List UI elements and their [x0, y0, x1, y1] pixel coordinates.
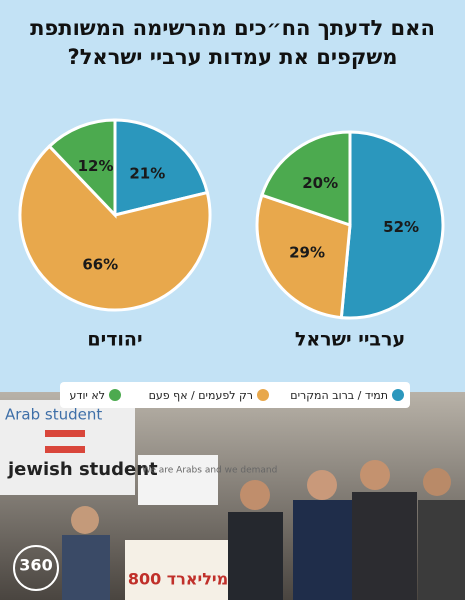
- legend-label: תמיד / ברוב המקרים: [290, 389, 388, 402]
- data-label: 20%: [302, 174, 338, 192]
- person: [360, 460, 390, 490]
- sign-stripe: [45, 446, 85, 453]
- data-label: 21%: [129, 164, 165, 182]
- data-label: 29%: [289, 243, 325, 261]
- legend-swatch: [392, 389, 404, 401]
- data-label: 66%: [82, 256, 118, 274]
- sign-text: 800 מיליארד: [128, 570, 228, 589]
- person: [71, 506, 99, 534]
- pie-slice: [113, 118, 210, 217]
- sign-text: jewish student: [7, 459, 158, 480]
- person: [423, 468, 451, 496]
- person: [418, 500, 465, 600]
- sign: [125, 540, 230, 600]
- sign: [138, 455, 218, 505]
- person: [240, 480, 270, 510]
- sign-text: Arab student: [5, 406, 102, 424]
- pie-slice: [47, 118, 117, 219]
- legend-swatch: [109, 389, 121, 401]
- legend-swatch: [257, 389, 269, 401]
- legend-label: רק לפעמים / אף פעם: [149, 389, 253, 402]
- pie-slice: [18, 144, 212, 312]
- person: [228, 512, 283, 600]
- pie-slice: [339, 130, 445, 320]
- logo: 360: [19, 556, 52, 575]
- logo-ring: [13, 545, 59, 591]
- person: [62, 535, 110, 600]
- pie-title: ערביי ישראל: [295, 329, 405, 351]
- legend: תמיד / ברוב המקרים רק לפעמים / אף פעם לא י…: [70, 389, 404, 402]
- data-label: 52%: [383, 218, 419, 236]
- pie-slice: [260, 130, 352, 228]
- legend-box: [60, 382, 410, 408]
- person: [352, 492, 417, 600]
- title-line: האם לדעתך הח״כים מהרשימה המשותפת: [30, 16, 435, 40]
- pie-title: יהודים: [87, 329, 142, 351]
- pie-slice: [255, 193, 352, 320]
- person: [293, 500, 353, 600]
- title-line: משקפים את עמדות ערביי ישראל?: [67, 45, 398, 69]
- person: [307, 470, 337, 500]
- photo: Arab student jewish student We are Arabs…: [0, 392, 465, 600]
- legend-label: לא יודע: [70, 389, 105, 402]
- sign-stripe: [45, 430, 85, 437]
- title: האם לדעתך הח״כים מהרשימה המשותפת משקפים …: [0, 14, 465, 72]
- sign-text: We are Arabs and we demand: [142, 466, 277, 476]
- data-label: 12%: [78, 157, 114, 175]
